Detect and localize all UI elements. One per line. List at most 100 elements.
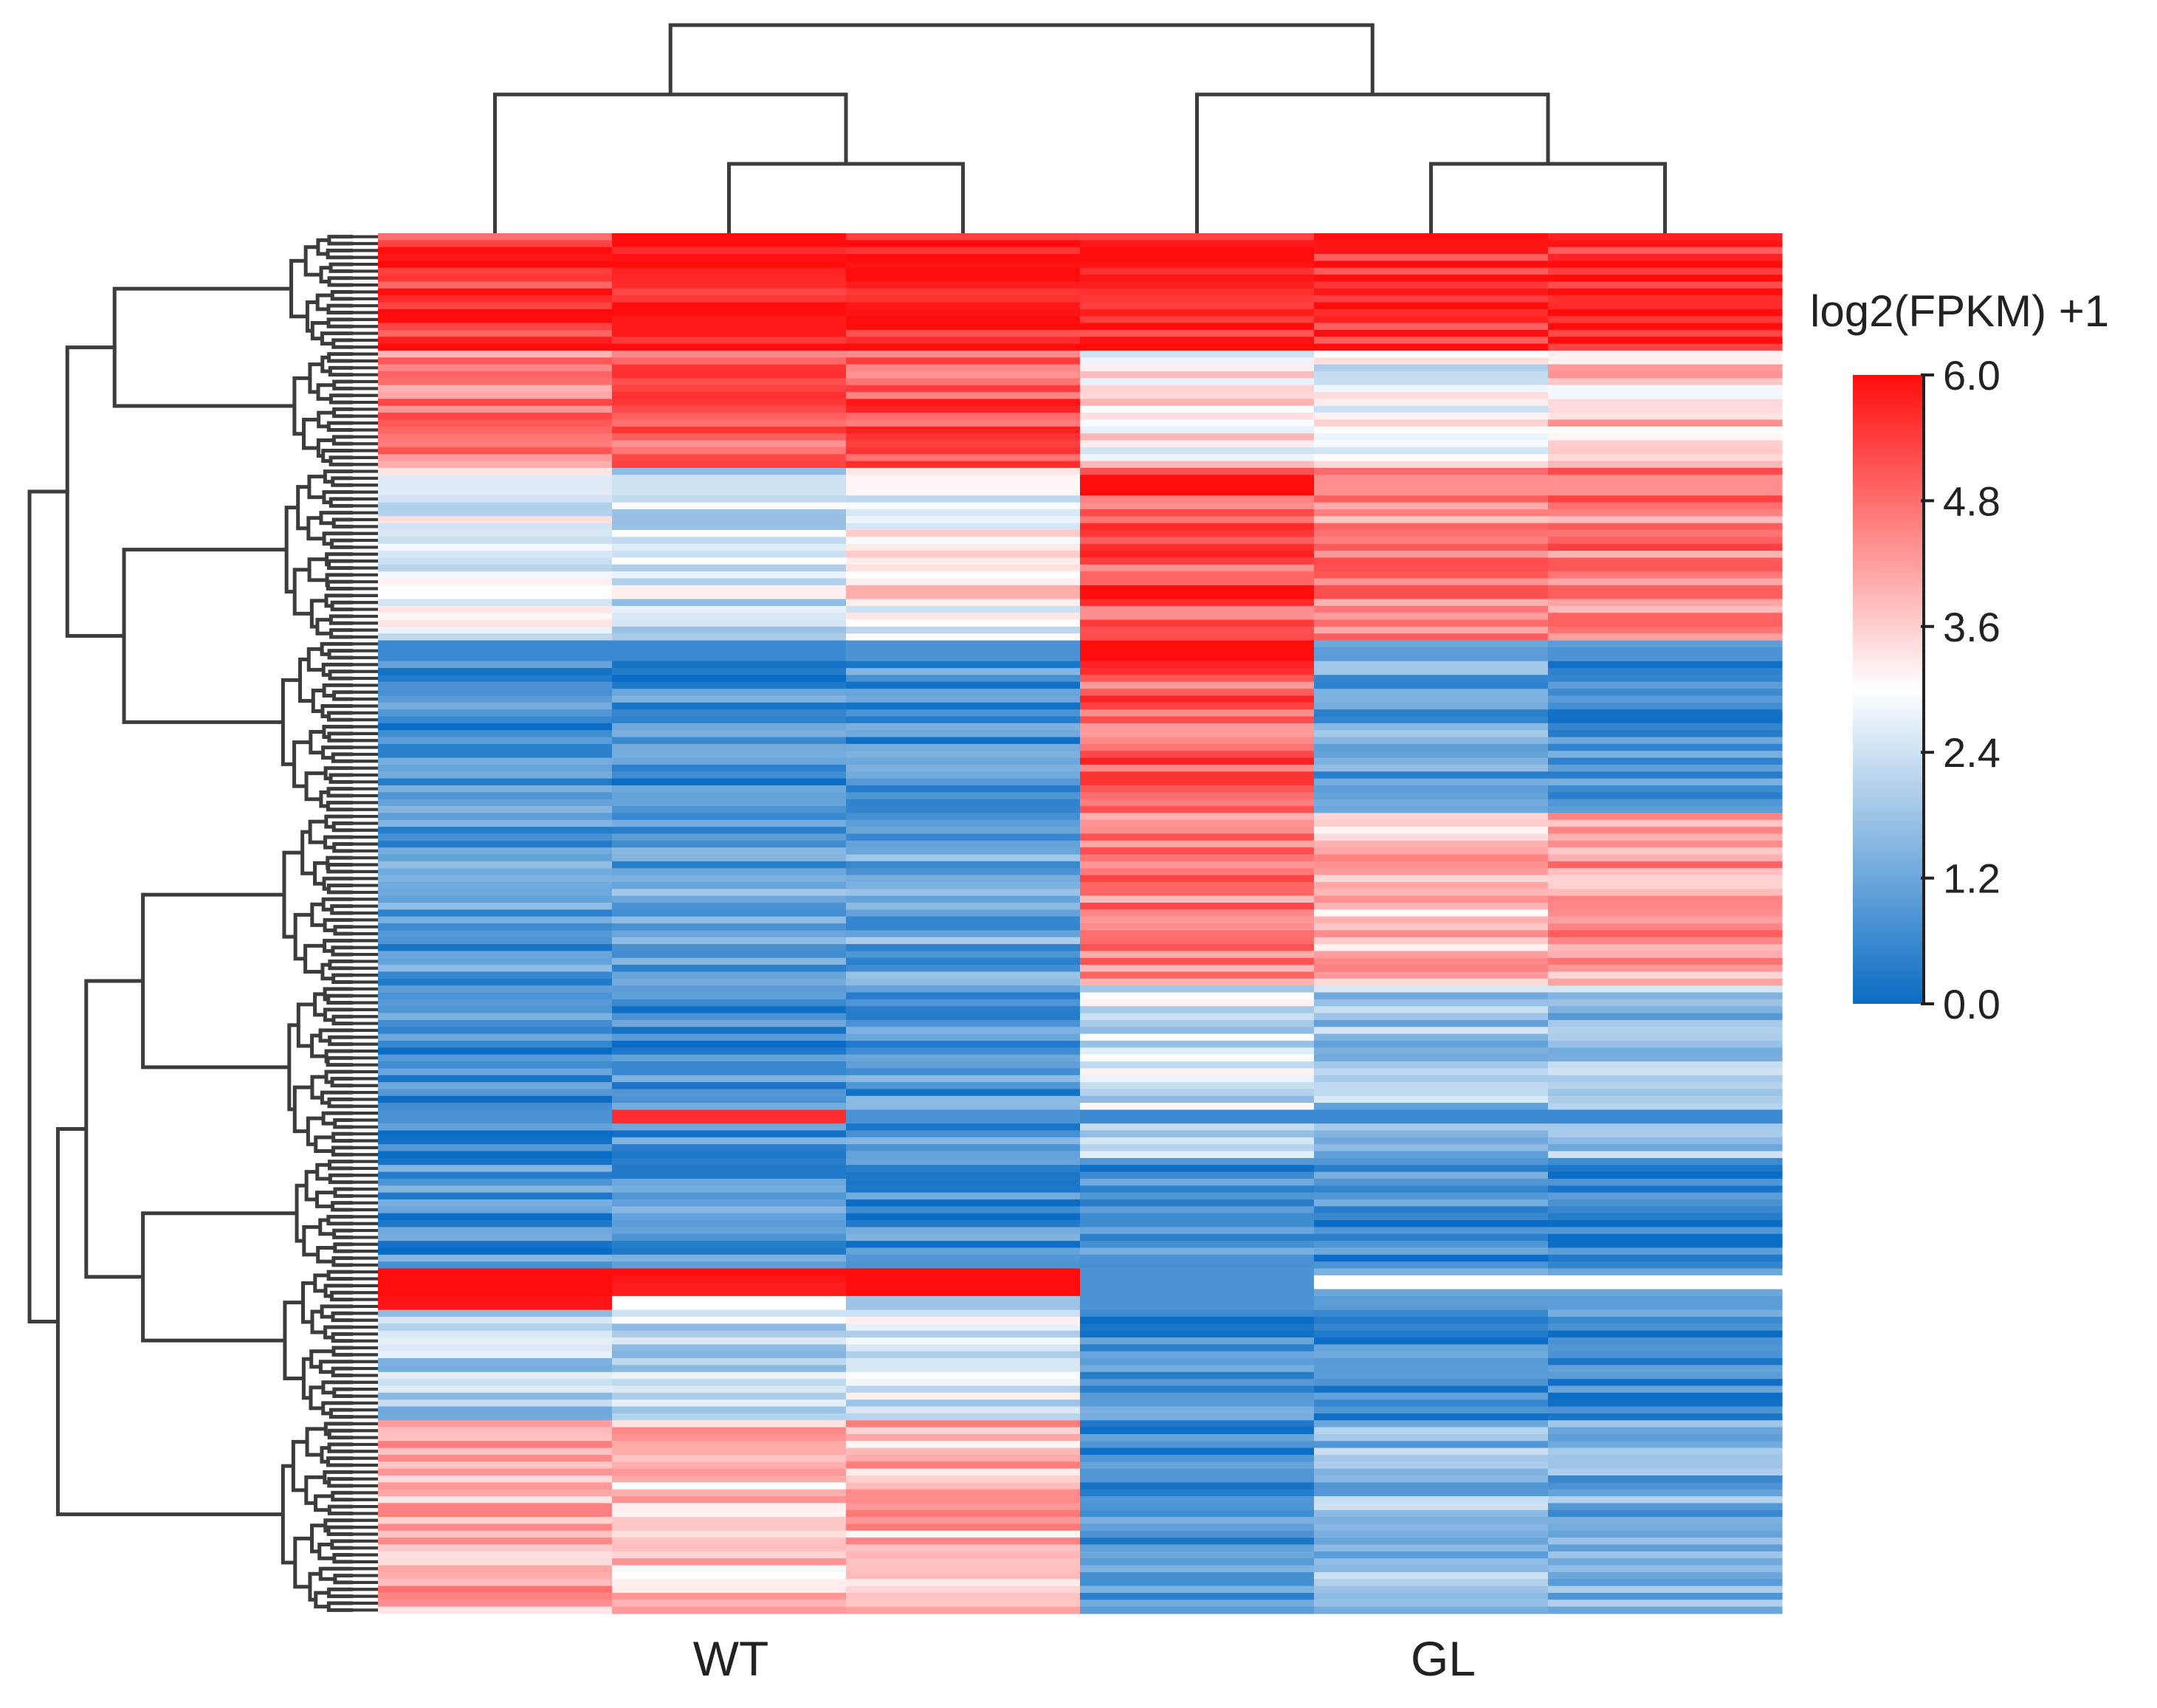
heat-cell: [612, 1275, 847, 1283]
heat-cell: [1314, 1551, 1549, 1559]
heat-cell: [378, 481, 613, 489]
heat-cell: [846, 357, 1081, 365]
heat-cell: [612, 1241, 847, 1249]
heat-cell: [612, 254, 847, 261]
heat-cell: [846, 668, 1081, 675]
row-tick-marks: [353, 235, 378, 1612]
heat-cell: [378, 792, 613, 800]
heat-cell: [612, 1027, 847, 1035]
colorbar-ticks: 6.0 4.8 3.6 2.4 1.2 0.0: [1921, 352, 2001, 1027]
heat-cell: [1080, 916, 1315, 924]
heat-cell: [1080, 426, 1315, 434]
heat-cell: [1548, 626, 1783, 634]
heat-cell: [1314, 1309, 1549, 1318]
heat-cell: [846, 461, 1081, 469]
heat-cell: [1548, 537, 1783, 545]
heat-cell: [1548, 889, 1783, 897]
heat-cell: [1080, 771, 1315, 779]
heat-cell: [1080, 847, 1315, 855]
heat-cell: [846, 854, 1081, 862]
heat-cell: [612, 723, 847, 731]
heat-cell: [1548, 944, 1783, 951]
heat-cell: [846, 1309, 1081, 1318]
heat-cell: [612, 1503, 847, 1511]
heat-cell: [1314, 247, 1549, 255]
heat-cell: [1548, 1068, 1783, 1076]
heat-cell: [1548, 329, 1783, 337]
heat-cell: [1314, 275, 1549, 283]
heat-cell: [612, 819, 847, 827]
heat-cell: [1314, 1509, 1549, 1518]
heat-cell: [1548, 1151, 1783, 1159]
heat-cell: [612, 1551, 847, 1559]
heat-cell: [846, 447, 1081, 455]
heat-cell: [1548, 1447, 1783, 1456]
heat-cell: [378, 551, 613, 559]
row-dendrogram-branch: [328, 1408, 353, 1419]
heat-cell: [1548, 1227, 1783, 1235]
heat-cell: [1548, 799, 1783, 807]
heat-cell: [1080, 537, 1315, 545]
heat-cell: [1548, 1013, 1783, 1021]
heat-cell: [1080, 806, 1315, 813]
heat-cell: [612, 1165, 847, 1173]
heat-cell: [378, 1123, 613, 1132]
heat-cell: [1080, 1371, 1315, 1380]
heat-cell: [378, 316, 613, 324]
heat-cell: [1314, 1558, 1549, 1566]
heat-cell: [1548, 723, 1783, 731]
heat-cell: [378, 343, 613, 351]
heat-cell: [1314, 440, 1549, 448]
heat-cell: [1314, 261, 1549, 269]
heat-cell: [1548, 1558, 1783, 1566]
heat-cell: [846, 1420, 1081, 1428]
heat-cell: [1314, 1295, 1549, 1304]
heat-cell: [612, 702, 847, 710]
heat-cell: [1080, 689, 1315, 697]
heat-cell: [846, 399, 1081, 407]
heat-cell: [846, 1227, 1081, 1235]
row-dendrogram-branch: [281, 678, 300, 766]
heat-cell: [846, 675, 1081, 683]
heat-cell: [1548, 868, 1783, 876]
heat-cell: [1314, 1289, 1549, 1297]
heat-cell: [1548, 689, 1783, 697]
heat-cell: [612, 1254, 847, 1262]
heat-cell: [612, 1247, 847, 1256]
heat-cell: [612, 1496, 847, 1504]
heat-cell: [378, 385, 613, 393]
heat-cell: [1548, 599, 1783, 607]
heat-cell: [846, 1441, 1081, 1449]
heat-cell: [378, 605, 613, 613]
heat-cell: [1080, 1565, 1315, 1573]
heat-cell: [1314, 895, 1549, 903]
heat-cell: [1314, 1178, 1549, 1186]
heat-cell: [1314, 481, 1549, 489]
heat-cell: [1548, 1565, 1783, 1573]
heat-cell: [846, 1282, 1081, 1290]
heat-cell: [1548, 1351, 1783, 1359]
heat-cell: [378, 1571, 613, 1580]
row-dendrogram-branch: [330, 600, 353, 612]
heat-cell: [1080, 523, 1315, 531]
heat-cell: [378, 1109, 613, 1118]
heat-cell: [1548, 716, 1783, 724]
heat-cell: [1548, 1123, 1783, 1132]
heat-cell: [846, 1157, 1081, 1165]
heat-cell: [378, 419, 613, 427]
row-dendrogram-branch: [327, 1428, 353, 1440]
heat-cell: [846, 806, 1081, 813]
heat-cell: [846, 578, 1081, 586]
heat-cell: [1548, 1019, 1783, 1027]
heat-cell: [1314, 592, 1549, 600]
heat-cell: [612, 399, 847, 407]
heat-cell: [1548, 1496, 1783, 1504]
heat-cell: [1080, 881, 1315, 889]
heat-cell: [1080, 337, 1315, 345]
row-dendrogram-branch: [329, 1290, 353, 1302]
heat-cell: [1548, 1392, 1783, 1400]
heat-cell: [846, 1454, 1081, 1462]
heat-cell: [1548, 1420, 1783, 1428]
heat-cell: [846, 288, 1081, 296]
heat-cell: [612, 1571, 847, 1580]
